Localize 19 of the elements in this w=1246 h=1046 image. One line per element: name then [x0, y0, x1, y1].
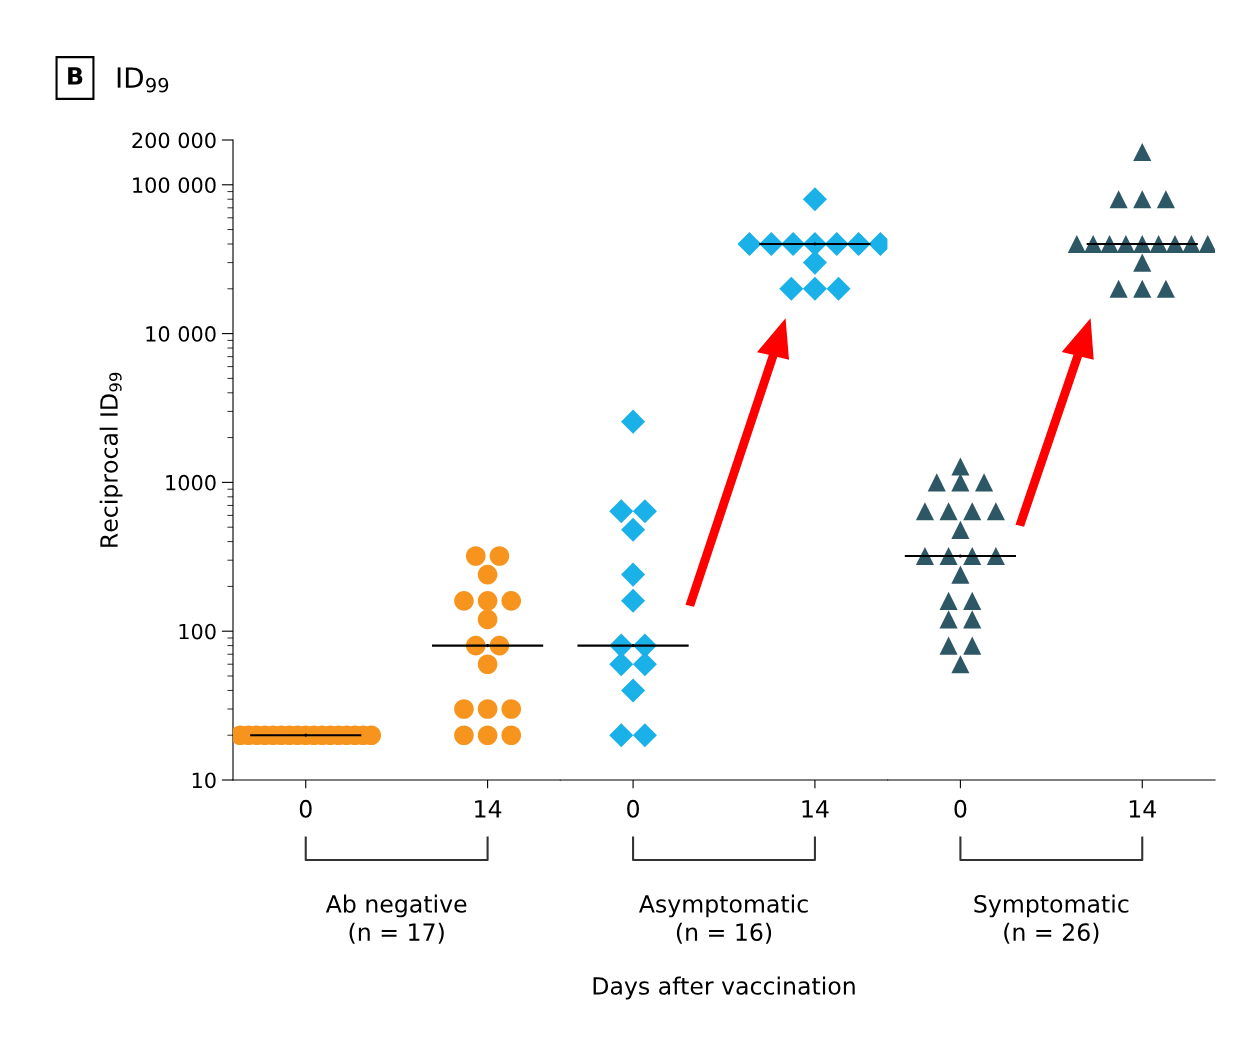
- y-tick-label: 10: [192, 772, 216, 789]
- y-tick-label: 200 000: [132, 132, 216, 149]
- y-tick-label: 100 000: [133, 177, 216, 194]
- x-tick-label: 14: [1129, 800, 1156, 818]
- y-tick-label: 100: [179, 623, 216, 640]
- text: B: [68, 67, 83, 85]
- y-tick-label: 1000: [166, 474, 216, 491]
- x-tick-label: 0: [299, 799, 312, 818]
- x-tick-label: 14: [475, 800, 502, 818]
- text: Days after vaccination: [593, 976, 855, 1000]
- x-tick-label: 0: [627, 799, 640, 818]
- x-axis-title: Ab negative (n = 17): [325, 894, 467, 944]
- x-tick-label: 14: [802, 800, 829, 818]
- x-tick-label: 0: [954, 799, 967, 818]
- y-axis-title: Reciprocal ID$_{99}$: [99, 372, 123, 547]
- x-axis-title: Asymptomatic (n = 16): [638, 894, 808, 944]
- y-tick-label: 10 000: [146, 326, 216, 342]
- chart-title: ID$_{99}$: [117, 67, 169, 93]
- x-axis-title: Symptomatic (n = 26): [974, 894, 1129, 944]
